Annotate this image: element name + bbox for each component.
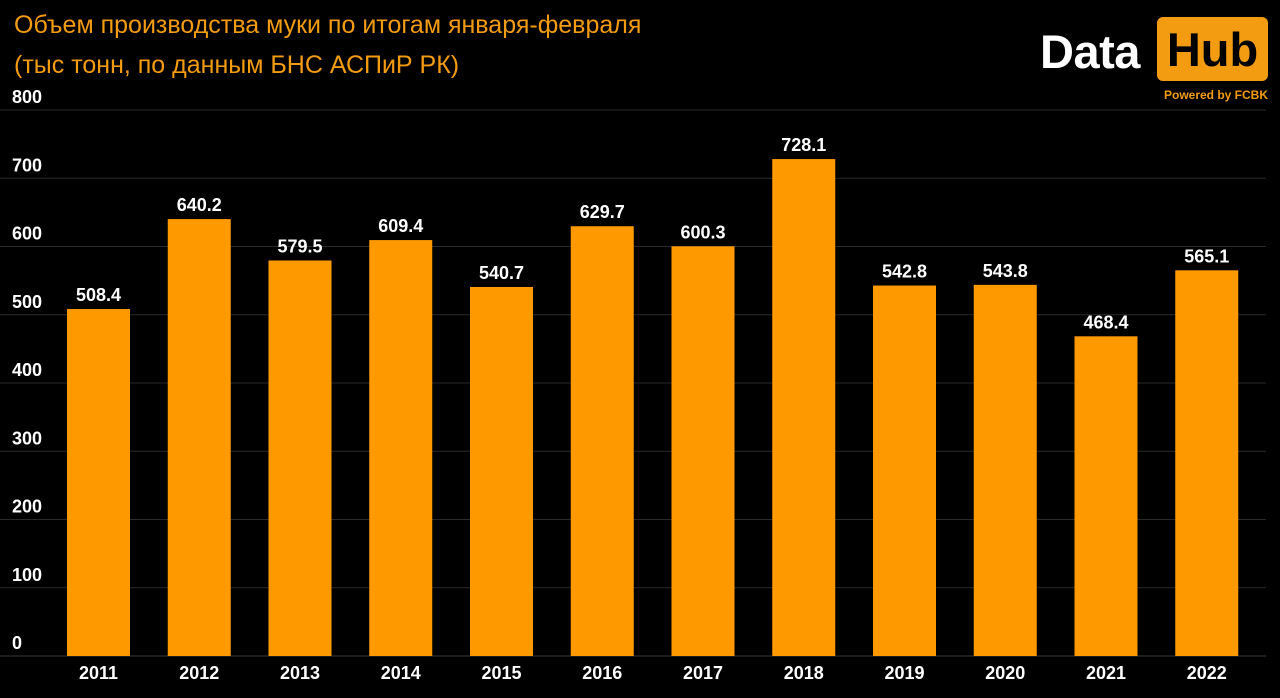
logo-word-hub: Hub (1166, 23, 1259, 76)
bar-value-label: 565.1 (1184, 246, 1229, 266)
chart-title: Объем производства муки по итогам января… (14, 11, 642, 39)
y-tick-label: 800 (12, 87, 42, 107)
bar-2019 (873, 285, 936, 656)
chart-subtitle: (тыс тонн, по данным БНС АСПиР РК) (14, 51, 460, 79)
logo-word-data: Data (1040, 25, 1140, 78)
bar-2017 (671, 246, 735, 656)
bar-value-label: 579.5 (277, 236, 322, 256)
bar-2013 (268, 260, 332, 656)
logo-hub-box: Hub (1157, 17, 1268, 81)
x-tick-label: 2018 (784, 663, 824, 683)
bar-value-label: 728.1 (781, 135, 826, 155)
x-tick-label: 2015 (481, 663, 521, 683)
x-tick-label: 2012 (179, 663, 219, 683)
bar-value-label: 629.7 (580, 202, 625, 222)
y-tick-label: 700 (12, 155, 42, 175)
y-tick-label: 0 (12, 633, 22, 653)
bar-value-label: 600.3 (680, 222, 725, 242)
y-tick-label: 200 (12, 497, 42, 517)
bar-2018 (772, 159, 836, 656)
y-tick-label: 100 (12, 565, 42, 585)
bar-value-label: 640.2 (177, 195, 222, 215)
bar-2016 (570, 226, 634, 657)
x-tick-label: 2011 (79, 663, 118, 683)
bar-2015 (470, 286, 533, 656)
y-tick-label: 600 (12, 224, 42, 244)
x-tick-label: 2021 (1086, 663, 1126, 683)
y-tick-label: 400 (12, 360, 42, 380)
x-tick-label: 2014 (381, 663, 421, 683)
bar-value-label: 508.4 (76, 285, 121, 305)
x-tick-label: 2020 (985, 663, 1025, 683)
bar-2021 (1074, 336, 1138, 656)
x-tick-label: 2022 (1187, 663, 1227, 683)
x-tick-label: 2019 (884, 663, 924, 683)
bar-2022 (1175, 270, 1239, 656)
bar-2014 (369, 240, 433, 656)
y-tick-label: 500 (12, 292, 42, 312)
bar-2011 (67, 309, 130, 656)
bar-value-label: 468.4 (1083, 312, 1128, 332)
bar-value-label: 543.8 (983, 261, 1028, 281)
bar-value-label: 542.8 (882, 262, 927, 282)
bar-2020 (973, 284, 1037, 656)
logo-powered-by: Powered by FCBK (1163, 88, 1268, 102)
x-tick-label: 2016 (582, 663, 622, 683)
x-tick-label: 2017 (683, 663, 723, 683)
x-tick-label: 2013 (280, 663, 320, 683)
bar-value-label: 609.4 (378, 216, 423, 236)
y-tick-label: 300 (12, 428, 42, 448)
bar-2012 (167, 219, 231, 656)
datahub-logo: Data Hub Powered by FCBK (1040, 14, 1272, 106)
bar-value-label: 540.7 (479, 263, 524, 283)
